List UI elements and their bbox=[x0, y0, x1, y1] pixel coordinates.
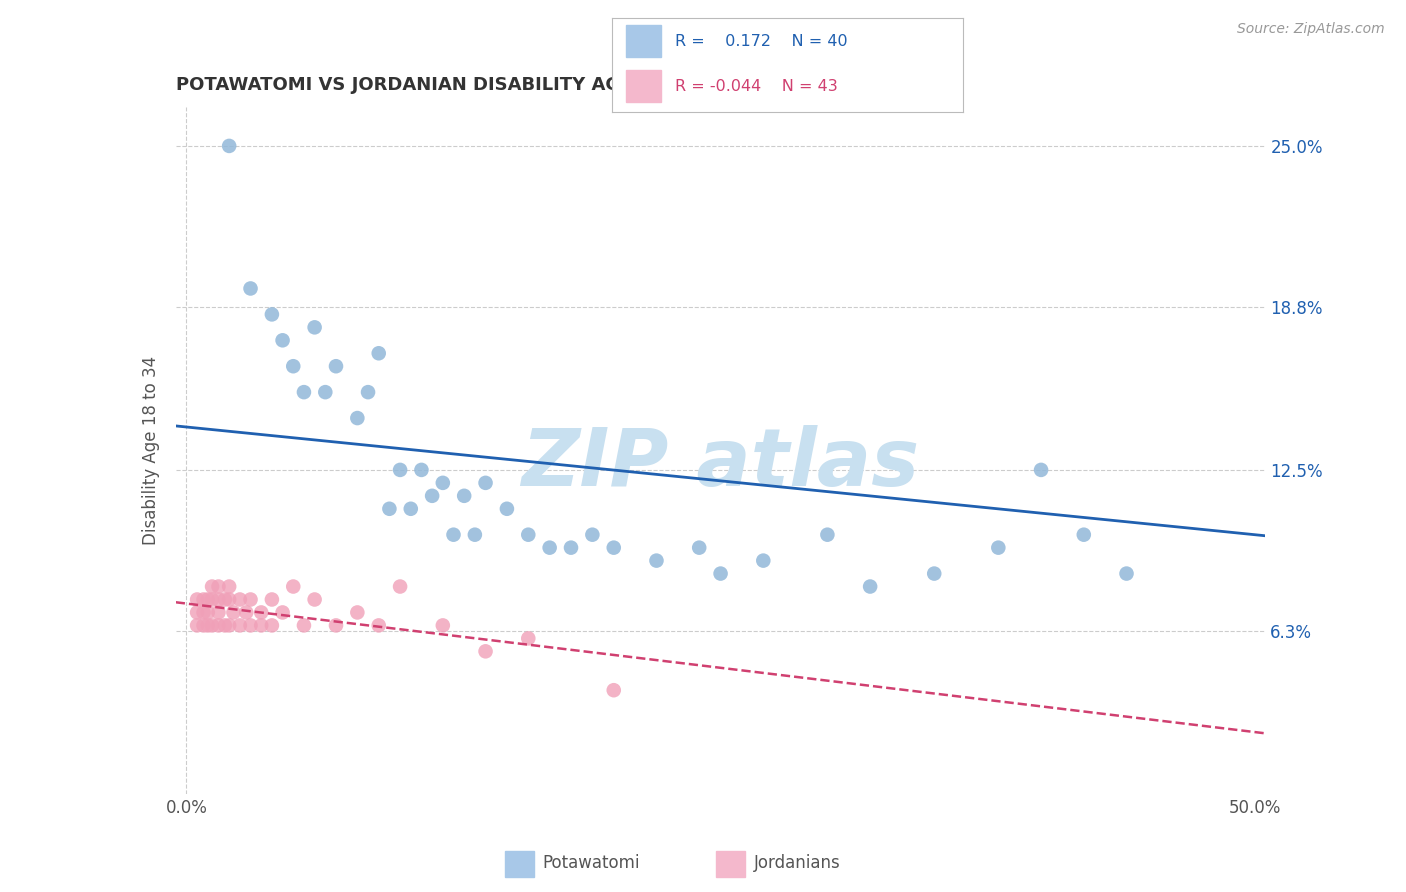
Point bbox=[271, 334, 294, 348]
Point bbox=[367, 618, 389, 632]
Point bbox=[517, 632, 540, 646]
Point bbox=[271, 606, 294, 620]
Point bbox=[453, 489, 475, 503]
Point bbox=[250, 618, 273, 632]
Point bbox=[1115, 566, 1137, 581]
Text: ZIP atlas: ZIP atlas bbox=[522, 425, 920, 503]
Point bbox=[214, 618, 236, 632]
Point bbox=[420, 489, 443, 503]
Point bbox=[218, 592, 240, 607]
Bar bbox=[626, 25, 661, 57]
Point bbox=[346, 606, 368, 620]
Point bbox=[214, 592, 236, 607]
Point bbox=[260, 307, 283, 321]
Point bbox=[464, 527, 486, 541]
Point bbox=[752, 553, 775, 567]
Y-axis label: Disability Age 18 to 34: Disability Age 18 to 34 bbox=[142, 356, 160, 545]
Point bbox=[186, 606, 208, 620]
Point bbox=[207, 592, 229, 607]
Point bbox=[218, 618, 240, 632]
Point bbox=[229, 592, 252, 607]
Point bbox=[218, 139, 240, 153]
Text: Potawatomi: Potawatomi bbox=[543, 854, 640, 872]
Point bbox=[207, 606, 229, 620]
Text: Jordanians: Jordanians bbox=[754, 854, 841, 872]
Point bbox=[517, 527, 540, 541]
Bar bbox=[716, 851, 745, 877]
Point bbox=[474, 644, 496, 658]
Point bbox=[987, 541, 1010, 555]
Point bbox=[222, 606, 245, 620]
Point bbox=[186, 592, 208, 607]
Point bbox=[314, 385, 336, 400]
Text: POTAWATOMI VS JORDANIAN DISABILITY AGE 18 TO 34 CORRELATION CHART: POTAWATOMI VS JORDANIAN DISABILITY AGE 1… bbox=[176, 77, 950, 95]
Point bbox=[193, 606, 215, 620]
Point bbox=[1073, 527, 1095, 541]
Point bbox=[186, 618, 208, 632]
Point bbox=[197, 606, 219, 620]
Point bbox=[474, 475, 496, 490]
Point bbox=[346, 411, 368, 425]
Point bbox=[389, 580, 412, 594]
Point bbox=[207, 618, 229, 632]
Point bbox=[304, 592, 326, 607]
Point bbox=[201, 592, 224, 607]
Point bbox=[250, 606, 273, 620]
Point bbox=[235, 606, 257, 620]
Point bbox=[229, 618, 252, 632]
Point bbox=[922, 566, 945, 581]
Point bbox=[432, 618, 454, 632]
Point bbox=[283, 359, 305, 374]
Point bbox=[325, 359, 347, 374]
Point bbox=[239, 592, 262, 607]
Point bbox=[201, 580, 224, 594]
Point bbox=[304, 320, 326, 334]
Text: R = -0.044    N = 43: R = -0.044 N = 43 bbox=[675, 78, 838, 94]
Point bbox=[560, 541, 582, 555]
Point bbox=[197, 592, 219, 607]
Point bbox=[193, 592, 215, 607]
Point bbox=[283, 580, 305, 594]
Point bbox=[239, 281, 262, 295]
Point bbox=[325, 618, 347, 632]
Bar bbox=[505, 851, 534, 877]
Point bbox=[538, 541, 561, 555]
Point bbox=[1029, 463, 1052, 477]
Bar bbox=[626, 70, 661, 103]
Point bbox=[645, 553, 668, 567]
Point bbox=[357, 385, 380, 400]
Point bbox=[581, 527, 603, 541]
Point bbox=[443, 527, 465, 541]
Point bbox=[197, 618, 219, 632]
Point bbox=[193, 618, 215, 632]
Point bbox=[260, 618, 283, 632]
Point bbox=[603, 683, 626, 698]
Point bbox=[292, 618, 315, 632]
Point bbox=[218, 580, 240, 594]
Point bbox=[815, 527, 838, 541]
Text: Source: ZipAtlas.com: Source: ZipAtlas.com bbox=[1237, 22, 1385, 37]
Point bbox=[688, 541, 710, 555]
Point bbox=[411, 463, 433, 477]
Point bbox=[201, 618, 224, 632]
Point bbox=[432, 475, 454, 490]
Point bbox=[389, 463, 412, 477]
Point bbox=[378, 501, 401, 516]
Point bbox=[207, 580, 229, 594]
Point bbox=[603, 541, 626, 555]
Point bbox=[292, 385, 315, 400]
Point bbox=[399, 501, 422, 516]
Text: R =    0.172    N = 40: R = 0.172 N = 40 bbox=[675, 34, 848, 49]
Point bbox=[239, 618, 262, 632]
Point bbox=[710, 566, 733, 581]
Point bbox=[859, 580, 882, 594]
Point bbox=[496, 501, 519, 516]
Point bbox=[367, 346, 389, 360]
Point bbox=[260, 592, 283, 607]
